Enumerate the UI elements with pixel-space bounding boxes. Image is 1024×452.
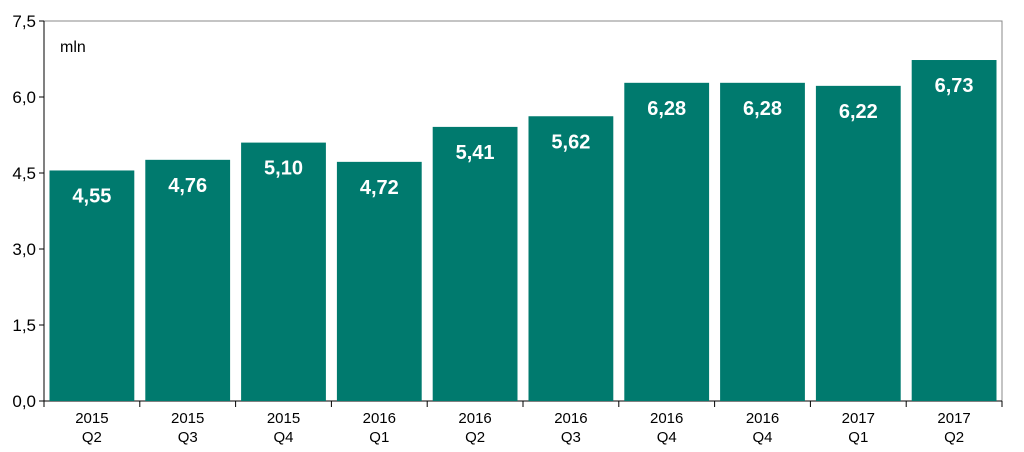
- x-tick-label: 2015 Q3: [171, 410, 204, 446]
- bar-value-label: 4,76: [168, 175, 207, 197]
- x-tick-label: 2015 Q4: [267, 410, 300, 446]
- x-tick-label: 2016 Q4: [746, 410, 779, 446]
- bar-value-label: 5,10: [264, 158, 303, 180]
- bar: [336, 161, 422, 401]
- y-tick-label: 7,5: [12, 12, 36, 31]
- bar-value-label: 5,62: [551, 131, 590, 153]
- bar: [815, 85, 901, 401]
- bar-value-label: 4,55: [72, 185, 111, 207]
- x-tick-label: 2016 Q2: [458, 410, 491, 446]
- x-tick-label: 2017 Q2: [937, 410, 970, 446]
- y-tick-label: 0,0: [12, 392, 36, 411]
- bar-value-label: 5,41: [456, 142, 495, 164]
- bar: [241, 142, 326, 401]
- x-axis: 2015 Q2 2015 Q3 2015 Q4 2016 Q1 2016 Q2 2016 Q3 2016…: [43, 400, 1003, 446]
- bar: [432, 126, 518, 401]
- x-tick-label: 2016 Q1: [363, 410, 396, 446]
- x-tick-label: 2016 Q3: [554, 410, 587, 446]
- bar: [145, 159, 231, 401]
- bar-value-label: 4,72: [360, 177, 399, 199]
- bar-value-label: 6,73: [935, 75, 974, 97]
- bar-series: 4,55 4,76 5,10 4,72 5,41 5,62 6,28 6,28 6,22 6,73: [49, 60, 997, 402]
- bar: [528, 116, 614, 402]
- y-tick-label: 4,5: [12, 164, 36, 183]
- bar: [49, 170, 135, 401]
- unit-label: mln: [60, 39, 86, 56]
- x-tick-label: 2016 Q4: [650, 410, 683, 446]
- bar-value-label: 6,28: [743, 98, 782, 120]
- x-tick-label: 2017 Q1: [842, 410, 875, 446]
- x-tick-label: 2015 Q2: [75, 410, 108, 446]
- bar: [911, 60, 997, 401]
- bar-value-label: 6,28: [647, 98, 686, 120]
- y-tick-label: 1,5: [12, 316, 36, 335]
- y-tick-label: 3,0: [12, 240, 36, 259]
- bar-value-label: 6,22: [839, 101, 878, 123]
- y-axis: 0,0 1,5 3,0 4,5 6,0 7,5: [12, 12, 45, 411]
- bar: [624, 82, 710, 402]
- y-tick-label: 6,0: [12, 88, 36, 107]
- bar: [720, 82, 805, 402]
